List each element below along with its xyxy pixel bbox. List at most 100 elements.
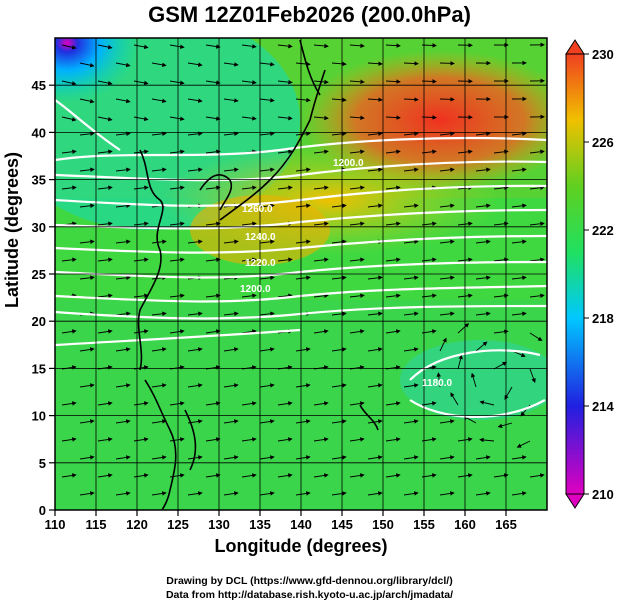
wind-streamline xyxy=(133,116,149,122)
wind-streamline xyxy=(385,79,401,84)
wind-streamline xyxy=(331,239,347,244)
height-contour xyxy=(55,260,547,279)
wind-streamline xyxy=(259,491,275,496)
wind-streamline xyxy=(475,491,491,496)
x-tick-label: 150 xyxy=(372,517,394,532)
wind-streamline xyxy=(115,239,131,244)
wind-streamline xyxy=(385,473,401,478)
wind-streamline xyxy=(61,473,77,478)
wind-streamline xyxy=(493,221,509,226)
wind-streamline xyxy=(115,383,131,388)
wind-streamline xyxy=(331,491,347,496)
credit-drawing: Drawing by DCL (https://www.gfd-dennou.o… xyxy=(166,575,453,587)
coastline xyxy=(219,69,326,221)
wind-streamline xyxy=(97,185,113,190)
x-tick-label: 120 xyxy=(126,517,148,532)
contour-label: 1180.0 xyxy=(422,378,452,389)
wind-streamline xyxy=(295,167,311,172)
wind-streamline xyxy=(479,437,495,443)
wind-streamline xyxy=(349,473,365,478)
height-contour xyxy=(55,234,547,254)
y-tick-label: 10 xyxy=(32,409,46,424)
wind-streamline xyxy=(475,341,488,352)
wind-streamline xyxy=(331,203,347,208)
wind-streamline xyxy=(205,329,221,334)
wind-streamline xyxy=(367,275,383,280)
wind-streamline xyxy=(403,419,419,424)
wind-streamline xyxy=(511,311,527,316)
wind-streamline xyxy=(475,131,491,136)
wind-streamline xyxy=(169,149,185,154)
wind-streamline xyxy=(511,131,527,136)
wind-streamline xyxy=(295,419,311,424)
wind-streamline xyxy=(223,455,239,460)
wind-streamline xyxy=(529,368,536,383)
x-tick-label: 165 xyxy=(495,517,517,532)
wind-streamline xyxy=(187,131,203,136)
height-contour xyxy=(55,136,547,162)
wind-streamline xyxy=(241,257,257,262)
wind-streamline xyxy=(97,293,113,298)
wind-streamline xyxy=(61,257,77,262)
wind-streamline xyxy=(259,455,275,460)
wind-streamline xyxy=(313,149,329,154)
wind-streamline xyxy=(385,43,401,48)
wind-streamline xyxy=(259,131,275,136)
wind-streamline xyxy=(493,293,509,298)
wind-streamline xyxy=(133,185,149,190)
wind-streamline xyxy=(367,383,383,388)
wind-streamline xyxy=(529,332,543,342)
wind-streamline xyxy=(349,149,365,154)
wind-streamline xyxy=(313,185,329,190)
wind-streamline xyxy=(403,131,419,136)
wind-streamline xyxy=(475,311,491,316)
wind-streamline xyxy=(313,115,329,121)
wind-streamline xyxy=(97,44,113,50)
wind-streamline xyxy=(151,167,167,172)
wind-streamline xyxy=(79,383,95,388)
wind-streamline xyxy=(223,62,239,67)
wind-streamline xyxy=(331,275,347,280)
x-axis-label: Longitude (degrees) xyxy=(214,536,388,556)
wind-streamline xyxy=(223,239,239,244)
wind-streamline xyxy=(295,97,311,103)
wind-streamline xyxy=(259,239,275,244)
y-tick-label: 15 xyxy=(32,361,46,376)
wind-streamline xyxy=(516,440,531,448)
contour-label: 1260.0 xyxy=(242,204,273,215)
wind-streamline xyxy=(259,62,275,67)
wind-streamline xyxy=(205,185,221,190)
wind-streamline xyxy=(187,311,203,316)
credit-data-source: Data from http://database.rish.kyoto-u.a… xyxy=(165,589,454,601)
wind-streamline xyxy=(115,275,131,280)
wind-streamline xyxy=(97,473,113,478)
wind-streamline xyxy=(97,437,113,442)
x-tick-label: 115 xyxy=(86,517,107,532)
wind-streamline xyxy=(277,437,293,442)
wind-streamline xyxy=(313,329,329,334)
wind-streamline xyxy=(367,419,383,424)
wind-streamline xyxy=(439,455,455,460)
wind-streamline xyxy=(223,311,239,316)
wind-streamline xyxy=(115,62,131,68)
height-contour xyxy=(409,349,541,381)
wind-streamline xyxy=(331,61,347,67)
wind-streamline xyxy=(277,473,293,478)
wind-streamline xyxy=(205,221,221,226)
wind-streamline xyxy=(241,185,257,190)
wind-streamline xyxy=(511,239,527,244)
wind-streamline xyxy=(529,257,545,262)
wind-streamline xyxy=(475,455,491,460)
y-tick-label: 0 xyxy=(39,503,46,518)
wind-streamline xyxy=(79,275,95,280)
wind-streamline xyxy=(385,293,401,298)
wind-streamline xyxy=(79,419,95,424)
wind-streamline xyxy=(97,329,113,334)
x-axis-ticks: 110 115 120 125 130 135 140 145 150 155 160 165 xyxy=(45,510,517,532)
wind-streamline xyxy=(79,167,95,172)
wind-streamline xyxy=(223,491,239,496)
wind-streamline xyxy=(259,419,275,424)
wind-streamline xyxy=(151,491,167,496)
wind-streamline xyxy=(295,347,311,352)
